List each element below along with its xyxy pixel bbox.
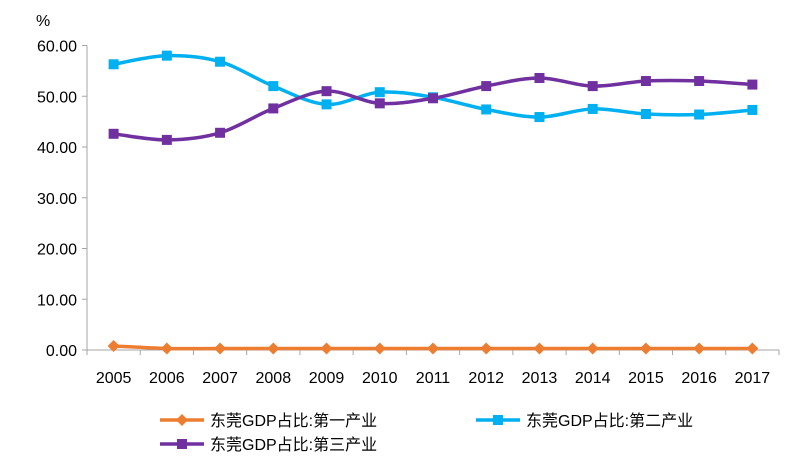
series-3 [108, 72, 758, 145]
data-point [586, 342, 599, 355]
data-point [321, 86, 332, 97]
series-group [107, 50, 759, 355]
x-tick-label: 2011 [416, 370, 451, 387]
y-tick-label: 0.00 [46, 343, 77, 360]
data-point [694, 76, 705, 87]
data-point [321, 99, 332, 110]
x-tick-label: 2007 [202, 370, 238, 387]
data-point [268, 81, 279, 92]
data-point [747, 79, 758, 90]
data-point [107, 339, 120, 352]
data-point [108, 128, 119, 139]
y-tick-label: 60.00 [37, 39, 77, 56]
data-point [215, 56, 226, 67]
legend-swatch-marker [177, 439, 187, 449]
data-point [427, 342, 439, 355]
x-tick-label: 2005 [96, 370, 132, 387]
legend-label: 东莞GDP占比:第三产业 [210, 436, 377, 454]
y-tick-label: 10.00 [37, 292, 77, 309]
data-point [481, 104, 492, 115]
legend-swatch-marker [493, 415, 503, 425]
legend-label: 东莞GDP占比:第二产业 [526, 412, 693, 430]
legend-label: 东莞GDP占比:第一产业 [210, 412, 377, 430]
data-point [374, 98, 385, 109]
x-tick-label: 2015 [628, 370, 664, 387]
data-point [587, 103, 598, 114]
legend-swatch-marker [176, 414, 188, 426]
x-tick-label: 2012 [468, 370, 504, 387]
series-line [113, 53, 753, 119]
data-point [374, 87, 385, 98]
y-tick-label: 30.00 [37, 191, 77, 208]
data-point [320, 342, 333, 355]
data-point [428, 93, 438, 104]
data-point [640, 76, 651, 87]
x-tick-label: 2008 [256, 370, 292, 387]
x-tick-label: 2016 [681, 370, 717, 387]
series-2 [108, 50, 758, 123]
axes: 0.00 10.00 20.00 30.00 40.00 50.00 60.00 2005 20… [37, 39, 780, 387]
series-1 [107, 339, 759, 355]
data-point [694, 109, 705, 120]
data-point [481, 81, 492, 92]
data-point [747, 104, 758, 115]
data-point [160, 342, 173, 355]
y-tick-label: 50.00 [37, 89, 77, 106]
data-point [639, 342, 652, 355]
data-point [268, 103, 279, 114]
data-point [534, 112, 545, 123]
series-line [113, 76, 753, 142]
data-point [161, 134, 172, 145]
y-tick-label: 20.00 [37, 242, 77, 259]
data-point [480, 342, 493, 355]
legend-item-3: 东莞GDP占比:第三产业 [160, 436, 377, 454]
legend-item-2: 东莞GDP占比:第二产业 [476, 412, 693, 430]
legend-item-1: 东莞GDP占比:第一产业 [160, 412, 377, 430]
y-tick-label: 40.00 [37, 140, 77, 157]
data-point [161, 50, 172, 61]
data-point [533, 342, 546, 355]
data-point [108, 59, 119, 70]
data-point [640, 109, 651, 120]
data-point [215, 127, 226, 138]
data-point [534, 72, 545, 83]
data-point [214, 342, 227, 355]
y-axis-unit-label: % [36, 13, 50, 30]
x-tick-label: 2009 [309, 370, 345, 387]
x-tick-label: 2006 [149, 370, 185, 387]
x-tick-label: 2017 [735, 370, 771, 387]
data-point [746, 342, 759, 355]
x-tick-label: 2014 [575, 370, 611, 387]
data-point [693, 342, 706, 355]
x-tick-label: 2010 [362, 370, 398, 387]
data-point [587, 81, 598, 92]
x-tick-label: 2013 [522, 370, 558, 387]
data-point [267, 342, 280, 355]
data-point [373, 342, 386, 355]
